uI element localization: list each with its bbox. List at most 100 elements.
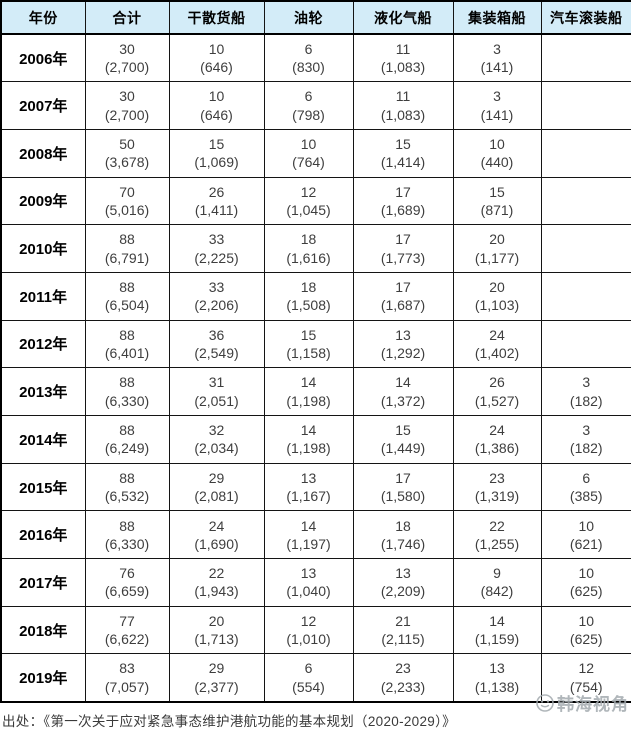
ship-capacity: (1,198) [286, 440, 331, 457]
ship-count: 20 [208, 612, 225, 629]
ship-count: 17 [395, 279, 411, 296]
table-row: 2019年 83 (7,057) 29 (2,377) 6 (554) 23 (2,233) 13… [0, 653, 631, 703]
value-cell: 3 (141) [452, 81, 542, 130]
column-header-3: 油轮 [263, 0, 354, 35]
ship-count: 13 [395, 565, 411, 582]
value-cell: 24 (1,690) [168, 510, 265, 560]
table-row: 2014年 88 (6,249) 32 (2,034) 14 (1,198) 15 (1,449… [0, 415, 631, 464]
ship-capacity: (1,083) [380, 59, 426, 76]
value-cell [540, 33, 631, 83]
ship-capacity: (6,504) [104, 297, 150, 314]
ship-capacity: (798) [292, 106, 325, 123]
value-cell: 18 (1,746) [352, 510, 454, 560]
ship-count: 18 [300, 231, 317, 248]
ship-count: 15 [489, 183, 505, 200]
value-cell: 15 (1,414) [352, 128, 454, 178]
value-cell: 20 (1,177) [452, 224, 542, 273]
ship-capacity: (1,414) [380, 154, 426, 171]
value-cell: 31 (2,051) [168, 367, 265, 416]
value-cell: 76 (6,659) [84, 558, 170, 607]
year-cell: 2006年 [0, 33, 86, 83]
ship-count: 88 [119, 279, 135, 296]
value-cell: 83 (7,057) [84, 653, 170, 703]
ship-count: 17 [395, 231, 411, 248]
value-cell: 6 (554) [263, 653, 354, 703]
column-header-4: 液化气船 [352, 0, 454, 35]
year-cell: 2012年 [0, 319, 86, 369]
ship-capacity: (1,159) [474, 631, 520, 648]
ship-count: 10 [208, 40, 225, 57]
value-cell: 15 (871) [452, 176, 542, 226]
ship-capacity: (182) [569, 440, 603, 457]
ship-capacity: (7,057) [104, 678, 150, 695]
ship-count: 18 [300, 279, 317, 296]
ship-count: 18 [395, 517, 411, 534]
ship-capacity: (1,616) [286, 249, 331, 266]
ship-count: 24 [489, 326, 505, 343]
value-cell: 6 (385) [540, 462, 631, 512]
table-row: 2011年 88 (6,504) 33 (2,206) 18 (1,508) 17 (1,687… [0, 271, 631, 321]
value-cell: 88 (6,504) [84, 271, 170, 321]
ship-count: 88 [119, 422, 135, 439]
ship-count: 88 [119, 469, 135, 486]
ship-capacity: (1,167) [286, 488, 331, 505]
ship-count: 76 [119, 565, 135, 582]
ship-capacity: (2,209) [380, 583, 426, 600]
ship-count: 12 [578, 660, 595, 677]
ship-capacity: (182) [569, 392, 603, 409]
value-cell [540, 176, 631, 226]
ship-count: 88 [119, 374, 135, 391]
value-cell: 22 (1,255) [452, 510, 542, 560]
ship-capacity: (385) [569, 488, 603, 505]
ship-capacity: (1,319) [474, 488, 520, 505]
ship-count: 14 [300, 517, 317, 534]
ship-capacity: (1,411) [194, 201, 239, 218]
ship-capacity: (440) [480, 154, 514, 171]
ship-count: 11 [395, 40, 411, 57]
value-cell: 6 (798) [263, 81, 354, 130]
ship-count: 14 [489, 612, 505, 629]
ship-count: 22 [489, 517, 505, 534]
table-row: 2007年 30 (2,700) 10 (646) 6 (798) 11 (1,083) 3 (14… [0, 81, 631, 130]
value-cell: 10 (625) [540, 605, 631, 655]
ship-capacity: (1,713) [194, 631, 239, 648]
header-row: 年份 合计 干散货船 油轮 液化气船 集装箱船 汽车滚装船 [0, 0, 631, 35]
ship-capacity: (1,687) [380, 297, 426, 314]
value-cell: 20 (1,103) [452, 271, 542, 321]
ship-capacity: (2,377) [194, 678, 239, 695]
ship-count: 14 [395, 374, 411, 391]
ship-count: 3 [582, 374, 591, 391]
value-cell: 17 (1,689) [352, 176, 454, 226]
ship-capacity: (1,449) [380, 440, 426, 457]
value-cell: 14 (1,198) [263, 367, 354, 416]
value-cell: 10 (764) [263, 128, 354, 178]
value-cell [540, 319, 631, 369]
ship-count: 6 [304, 660, 313, 677]
value-cell: 12 (1,010) [263, 605, 354, 655]
ship-capacity: (2,206) [194, 297, 239, 314]
ship-count: 30 [119, 88, 135, 105]
value-cell: 88 (6,330) [84, 367, 170, 416]
value-cell: 17 (1,687) [352, 271, 454, 321]
value-cell: 33 (2,225) [168, 224, 265, 273]
ship-count: 13 [300, 469, 317, 486]
ship-capacity: (1,197) [286, 535, 331, 552]
value-cell: 3 (182) [540, 415, 631, 464]
ship-capacity: (1,138) [474, 678, 520, 695]
ship-count: 6 [304, 88, 313, 105]
ship-capacity: (646) [200, 59, 233, 76]
ship-count: 83 [119, 660, 135, 677]
ship-count: 22 [208, 565, 225, 582]
ship-count: 20 [489, 279, 505, 296]
ship-capacity: (1,040) [286, 583, 331, 600]
value-cell: 10 (440) [452, 128, 542, 178]
value-cell: 13 (1,138) [452, 653, 542, 703]
value-cell: 26 (1,411) [168, 176, 265, 226]
ship-count: 88 [119, 326, 135, 343]
ship-capacity: (1,177) [474, 249, 520, 266]
ship-capacity: (2,225) [194, 249, 239, 266]
ship-count: 23 [395, 660, 411, 677]
ship-count: 70 [119, 183, 135, 200]
year-cell: 2011年 [0, 271, 86, 321]
table-row: 2016年 88 (6,330) 24 (1,690) 14 (1,197) 18 (1,746… [0, 510, 631, 560]
